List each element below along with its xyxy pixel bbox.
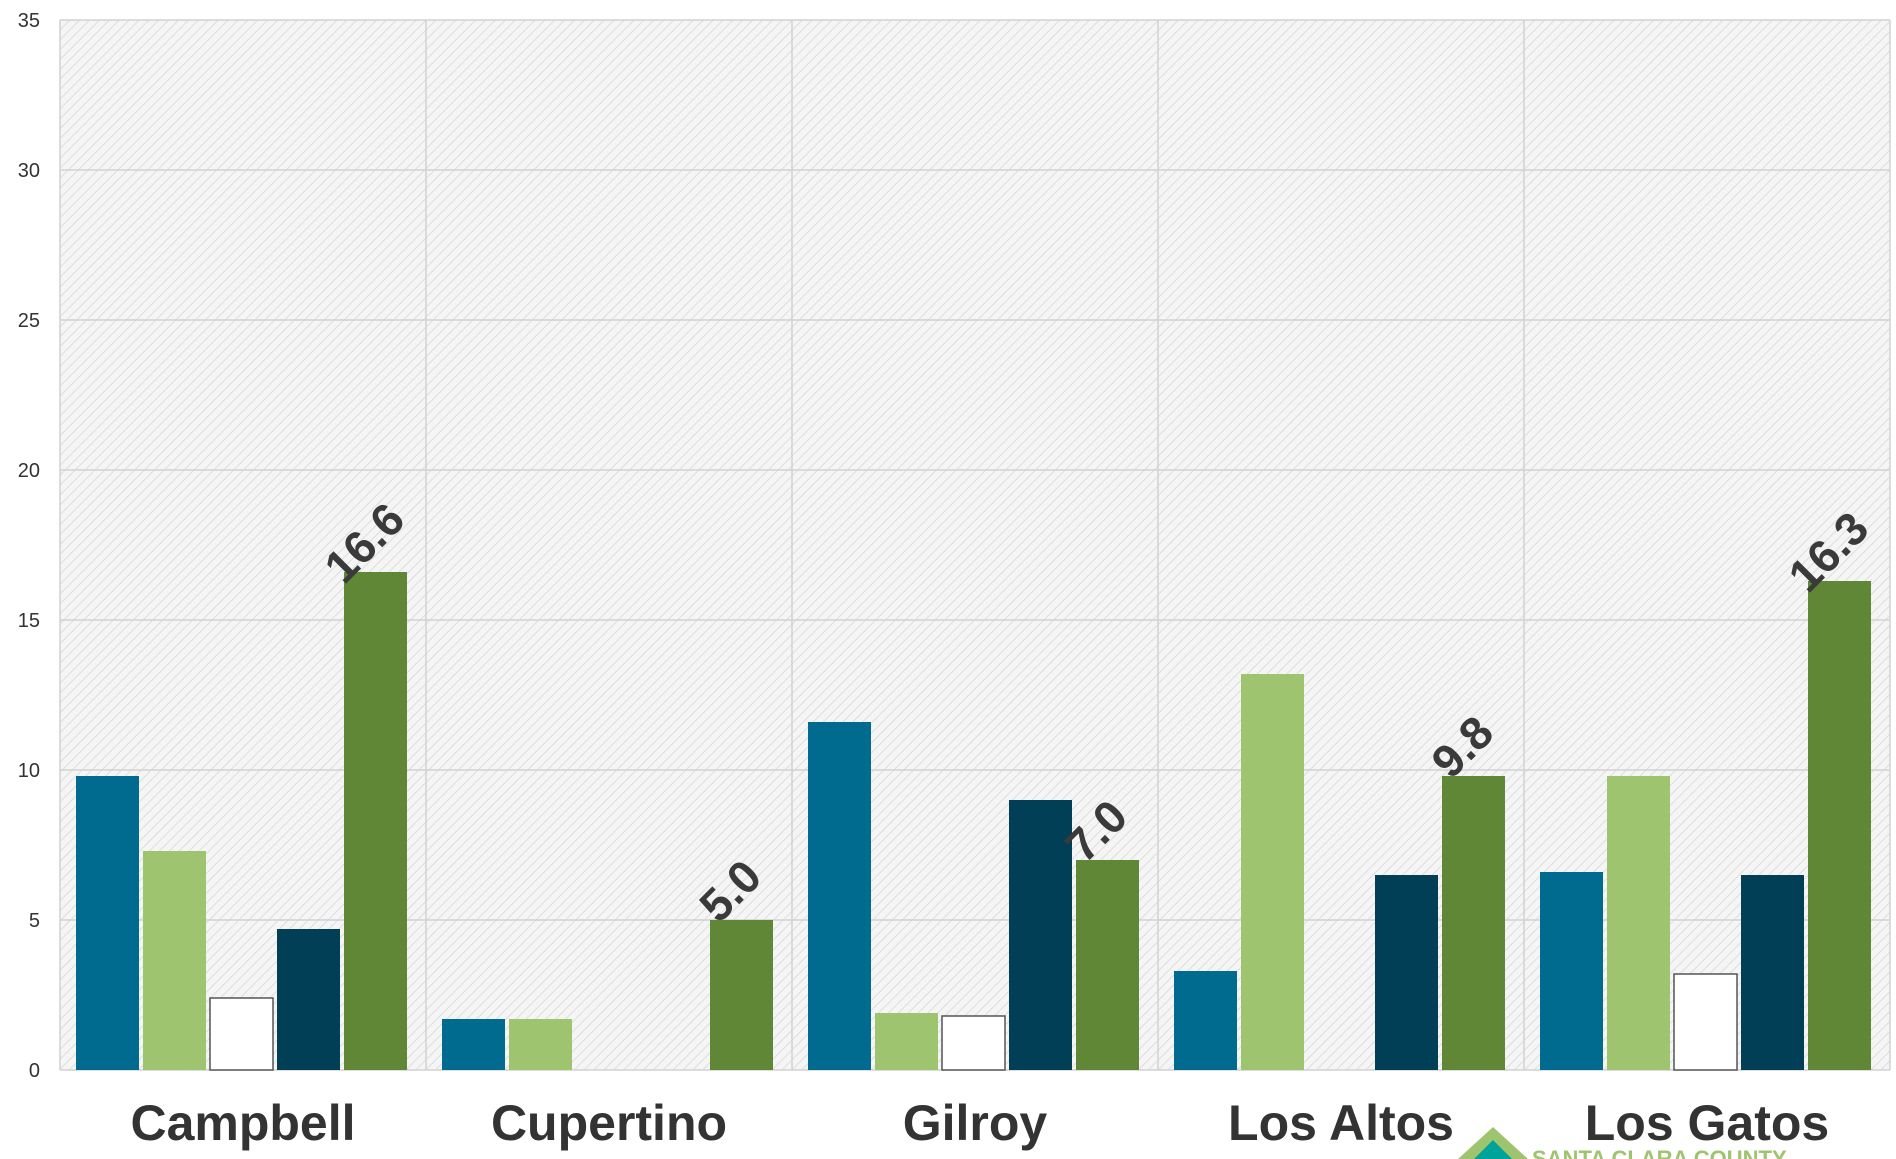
- y-tick-label: 15: [18, 610, 40, 632]
- bar-los-altos-series-4: [1375, 875, 1438, 1070]
- y-tick-label: 30: [18, 160, 40, 182]
- y-axis-ticks: 0 5 10 15 20 25 30 35: [18, 10, 40, 1082]
- category-label-cupertino: Cupertino: [491, 1095, 727, 1151]
- y-tick-label: 20: [18, 460, 40, 482]
- bar-cupertino-series-1: [442, 1019, 505, 1070]
- logo-text: SANTA CLARA COUNTY: [1532, 1146, 1787, 1159]
- y-tick-label: 0: [29, 1060, 40, 1082]
- bar-los-gatos-series-1: [1540, 872, 1603, 1070]
- bar-cupertino-series-5: [710, 920, 773, 1070]
- bar-los-gatos-series-2: [1607, 776, 1670, 1070]
- bar-los-altos-series-2: [1241, 674, 1304, 1070]
- bar-gilroy-series-2: [875, 1013, 938, 1070]
- santa-clara-county-logo: SANTA CLARA COUNTY: [1458, 1127, 1787, 1159]
- bars: [76, 572, 1871, 1071]
- bar-campbell-series-1: [76, 776, 139, 1070]
- category-labels: Campbell Cupertino Gilroy Los Altos Los Gato…: [130, 1095, 1829, 1151]
- bar-campbell-series-3: [209, 997, 274, 1071]
- bar-los-gatos-series-3: [1673, 973, 1738, 1071]
- bar-gilroy-series-4: [1009, 800, 1072, 1070]
- bar-campbell-series-4: [277, 929, 340, 1070]
- bar-los-gatos-series-4: [1741, 875, 1804, 1070]
- bar-campbell-series-2: [143, 851, 206, 1070]
- y-tick-label: 5: [29, 910, 40, 932]
- bar-los-altos-series-1: [1174, 971, 1237, 1070]
- logo-inner-diamond-icon: [1474, 1140, 1512, 1159]
- category-label-los-altos: Los Altos: [1228, 1095, 1454, 1151]
- category-label-los-gatos: Los Gatos: [1585, 1095, 1829, 1151]
- bar-gilroy-series-5: [1076, 860, 1139, 1070]
- bar-los-gatos-series-5: [1808, 581, 1871, 1070]
- y-tick-label: 35: [18, 10, 40, 32]
- bar-los-altos-series-5: [1442, 776, 1505, 1070]
- bar-campbell-series-5: [344, 572, 407, 1070]
- bar-gilroy-series-3: [941, 1015, 1006, 1071]
- bar-gilroy-series-1: [808, 722, 871, 1070]
- y-tick-label: 25: [18, 310, 40, 332]
- category-label-campbell: Campbell: [130, 1095, 355, 1151]
- bar-cupertino-series-2: [509, 1019, 572, 1070]
- category-label-gilroy: Gilroy: [903, 1095, 1048, 1151]
- y-tick-label: 10: [18, 760, 40, 782]
